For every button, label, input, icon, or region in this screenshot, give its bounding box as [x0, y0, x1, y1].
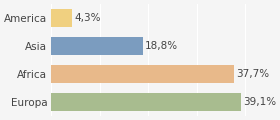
Text: 39,1%: 39,1%: [243, 97, 276, 107]
Text: 4,3%: 4,3%: [74, 13, 101, 23]
Text: 37,7%: 37,7%: [236, 69, 269, 79]
Bar: [52, 9, 72, 27]
Text: 18,8%: 18,8%: [144, 41, 178, 51]
Bar: [52, 37, 143, 55]
Bar: [52, 65, 234, 83]
Bar: [52, 93, 241, 111]
